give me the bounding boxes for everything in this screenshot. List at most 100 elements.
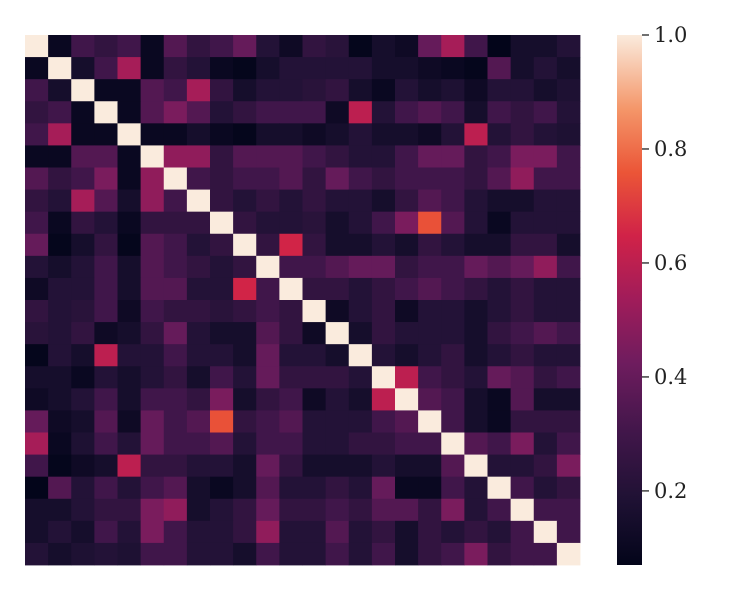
- heatmap-cell: [533, 322, 558, 345]
- heatmap-cell: [464, 300, 488, 323]
- heatmap-cell: [371, 344, 396, 367]
- heatmap-cell: [510, 520, 535, 544]
- heatmap-cell: [464, 388, 488, 411]
- heatmap-cell: [395, 35, 419, 58]
- heatmap-cell: [94, 211, 118, 235]
- heatmap-cell: [441, 233, 465, 257]
- heatmap-cell: [94, 542, 118, 566]
- heatmap-cell: [302, 366, 327, 389]
- heatmap-cell: [25, 476, 49, 500]
- heatmap-cell: [163, 366, 188, 389]
- heatmap-cell: [163, 520, 188, 544]
- heatmap-cell: [325, 35, 350, 58]
- heatmap-cell: [348, 410, 373, 433]
- heatmap-cell: [71, 123, 95, 146]
- heatmap-cell: [302, 432, 327, 455]
- heatmap-cell: [279, 167, 303, 190]
- heatmap-cell: [348, 79, 373, 102]
- heatmap-cell: [94, 255, 118, 279]
- heatmap-cell: [140, 542, 165, 566]
- heatmap-cell: [395, 366, 419, 389]
- heatmap-cell: [510, 167, 535, 190]
- colorbar-ticks: 0.2 0.4 0.6 0.8 1.0: [642, 23, 687, 503]
- heatmap-cell: [371, 476, 396, 500]
- heatmap-cell: [186, 476, 211, 500]
- heatmap-cell: [487, 35, 512, 58]
- heatmap-cell: [302, 498, 327, 522]
- heatmap-cell: [418, 167, 442, 190]
- heatmap-cell: [210, 211, 234, 235]
- heatmap-cell: [233, 366, 257, 389]
- heatmap-cell: [25, 167, 49, 190]
- heatmap-cell: [464, 476, 488, 500]
- heatmap-cell: [48, 189, 72, 213]
- heatmap-cell: [140, 233, 165, 257]
- heatmap-cell: [487, 300, 512, 323]
- heatmap-cell: [533, 145, 558, 168]
- heatmap-cell: [186, 277, 211, 301]
- heatmap-cell: [233, 542, 257, 566]
- heatmap-cell: [279, 211, 303, 235]
- heatmap-cell: [464, 57, 488, 80]
- heatmap-cell: [233, 167, 257, 190]
- heatmap-cell: [94, 344, 118, 367]
- heatmap-cell: [556, 255, 581, 279]
- heatmap-cell: [210, 101, 234, 124]
- heatmap-cell: [256, 454, 280, 478]
- heatmap-cell: [279, 366, 303, 389]
- heatmap-cell: [464, 432, 488, 455]
- heatmap-cell: [25, 322, 49, 345]
- heatmap-cell: [533, 123, 558, 146]
- heatmap-cell: [233, 410, 257, 433]
- heatmap-cell: [140, 101, 165, 124]
- heatmap-cell: [464, 498, 488, 522]
- heatmap-cell: [71, 79, 95, 102]
- heatmap-cell: [325, 300, 350, 323]
- heatmap-cell: [186, 101, 211, 124]
- heatmap-cell: [117, 300, 142, 323]
- heatmap-cell: [186, 189, 211, 213]
- heatmap-cell: [94, 476, 118, 500]
- heatmap-cell: [487, 167, 512, 190]
- heatmap-cell: [279, 410, 303, 433]
- heatmap-cell: [71, 344, 95, 367]
- heatmap-cell: [48, 388, 72, 411]
- heatmap-cell: [256, 432, 280, 455]
- heatmap-cell: [71, 189, 95, 213]
- heatmap-cell: [256, 366, 280, 389]
- heatmap-cell: [186, 498, 211, 522]
- heatmap-cell: [117, 542, 142, 566]
- heatmap-cell: [395, 123, 419, 146]
- heatmap-cell: [94, 233, 118, 257]
- heatmap-cell: [556, 432, 581, 455]
- heatmap-cell: [510, 300, 535, 323]
- heatmap-cell: [117, 101, 142, 124]
- heatmap-cell: [256, 255, 280, 279]
- heatmap-cell: [279, 344, 303, 367]
- heatmap-cell: [256, 35, 280, 58]
- heatmap-cell: [418, 432, 442, 455]
- heatmap-cell: [117, 35, 142, 58]
- heatmap-cell: [210, 432, 234, 455]
- heatmap-cell: [556, 344, 581, 367]
- heatmap-cells: [25, 35, 581, 566]
- heatmap-cell: [279, 432, 303, 455]
- heatmap-cell: [25, 101, 49, 124]
- heatmap-cell: [210, 388, 234, 411]
- heatmap-cell: [256, 189, 280, 213]
- heatmap-cell: [441, 322, 465, 345]
- heatmap-cell: [371, 498, 396, 522]
- heatmap-cell: [395, 167, 419, 190]
- heatmap-cell: [418, 189, 442, 213]
- heatmap-cell: [117, 233, 142, 257]
- heatmap-cell: [186, 520, 211, 544]
- heatmap-cell: [556, 167, 581, 190]
- heatmap-cell: [418, 101, 442, 124]
- heatmap-cell: [302, 520, 327, 544]
- heatmap-cell: [117, 79, 142, 102]
- heatmap-cell: [348, 145, 373, 168]
- heatmap-cell: [163, 277, 188, 301]
- heatmap-cell: [48, 520, 72, 544]
- heatmap-cell: [279, 542, 303, 566]
- heatmap-cell: [117, 498, 142, 522]
